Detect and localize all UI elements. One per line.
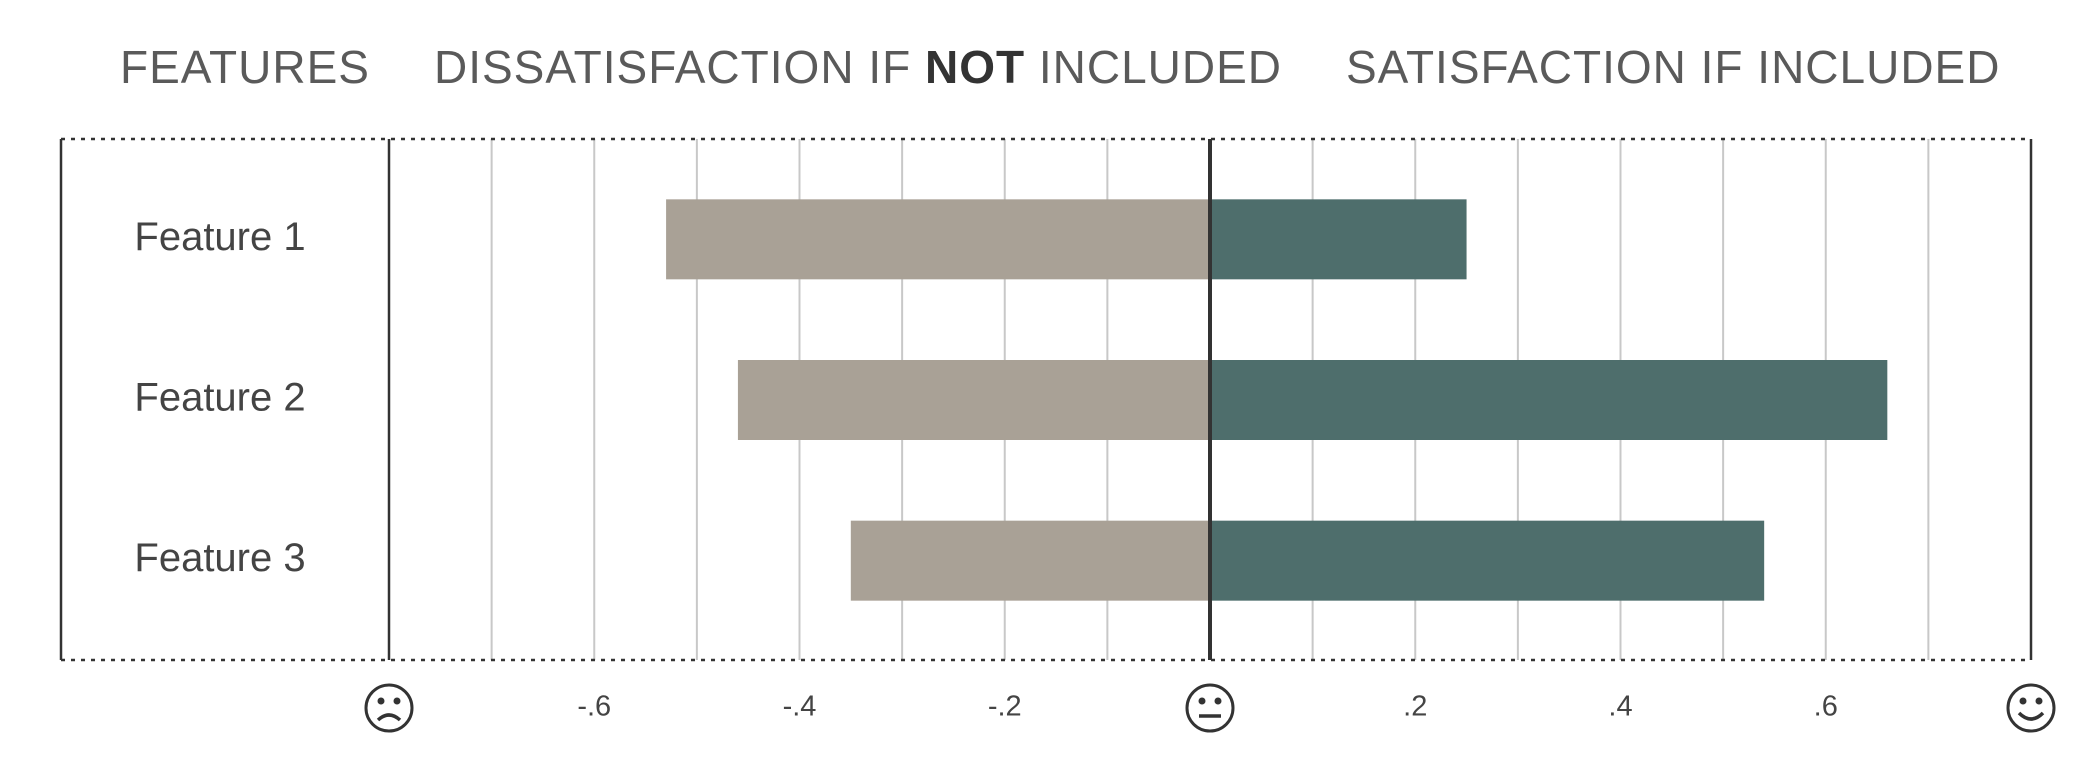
face-icon bbox=[1185, 683, 1235, 733]
bar bbox=[1210, 199, 1467, 280]
dissatisfaction-header: DISSATISFACTION IF NOT INCLUDED bbox=[434, 40, 1282, 94]
satisfaction-header: SATISFACTION IF INCLUDED bbox=[1346, 41, 2001, 93]
header-text: DISSATISFACTION IF bbox=[434, 41, 912, 93]
face-eye bbox=[2019, 697, 2027, 705]
face-icon bbox=[364, 683, 414, 733]
face-mouth bbox=[2017, 711, 2045, 721]
features-header: FEATURES bbox=[120, 41, 370, 93]
header-text: INCLUDED bbox=[1038, 41, 1283, 93]
face-eye bbox=[377, 697, 385, 705]
category-label: Feature 1 bbox=[134, 215, 305, 259]
header-bold: NOT bbox=[924, 41, 1026, 93]
x-tick-label: .6 bbox=[1814, 691, 1838, 723]
bar bbox=[1210, 360, 1888, 440]
bar bbox=[737, 360, 1210, 440]
face-eye bbox=[1198, 697, 1206, 705]
category-label: Feature 3 bbox=[134, 536, 305, 580]
face-eye bbox=[1214, 697, 1222, 705]
face-mouth bbox=[376, 713, 402, 722]
x-tick-label: .2 bbox=[1403, 691, 1427, 723]
x-tick-label: -.4 bbox=[783, 691, 817, 723]
face-eye bbox=[393, 697, 401, 705]
x-tick-label: -.2 bbox=[988, 691, 1022, 723]
bar bbox=[850, 520, 1210, 601]
x-tick-label: .4 bbox=[1608, 691, 1632, 723]
category-label: Feature 2 bbox=[134, 376, 305, 420]
bar bbox=[1210, 520, 1765, 601]
face-eye bbox=[2035, 697, 2043, 705]
bar bbox=[666, 199, 1210, 280]
x-tick-label: -.6 bbox=[577, 691, 611, 723]
face-icon bbox=[2006, 683, 2056, 733]
